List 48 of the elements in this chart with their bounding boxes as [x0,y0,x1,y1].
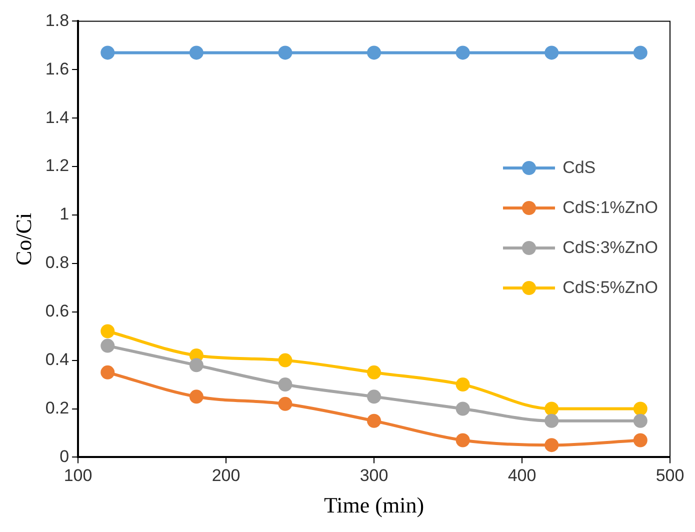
point [100,46,115,60]
point [278,46,292,60]
y-tick-label: 1.2 [45,156,70,176]
y-axis-title: Co/Ci [10,212,36,266]
point [456,46,470,60]
y-tick-label: 0 [60,446,70,466]
point [100,338,115,353]
point [278,378,292,392]
legend-label: CdS [562,158,596,178]
point [367,365,382,380]
point [544,46,559,60]
x-tick-label: 200 [212,466,240,486]
x-tick-label: 400 [508,466,536,486]
point [633,433,648,448]
point [189,46,204,60]
point [633,46,648,60]
point [633,402,648,416]
y-tick-label: 1.4 [45,108,70,127]
point [367,390,382,404]
point [456,378,470,392]
point [100,365,115,380]
y-tick-label: 0.2 [45,398,70,418]
point [544,438,559,452]
y-tick-label: 1 [60,204,70,224]
y-tick-label: 1.8 [45,10,70,30]
x-tick-label: 500 [656,466,684,486]
point [189,358,204,372]
x-axis-title: Time (min) [324,492,424,518]
point [456,402,470,416]
point [633,414,648,428]
legend-label: CdS:1%ZnO [562,198,658,218]
y-tick-label: 0.4 [45,350,70,369]
x-tick-label: 100 [64,466,92,486]
point [367,46,382,60]
point [278,396,292,411]
point [100,324,115,338]
y-tick-label: 0.8 [45,253,70,272]
legend-label: CdS:5%ZnO [562,278,658,298]
point [278,353,292,368]
point [456,433,470,448]
point [189,390,204,404]
point [544,402,559,416]
x-tick-label: 300 [360,466,388,486]
point [544,414,559,428]
legend-label: CdS:3%ZnO [562,238,658,258]
y-tick-label: 1.6 [45,59,70,78]
point [367,414,382,428]
y-tick-label: 0.6 [45,302,70,321]
